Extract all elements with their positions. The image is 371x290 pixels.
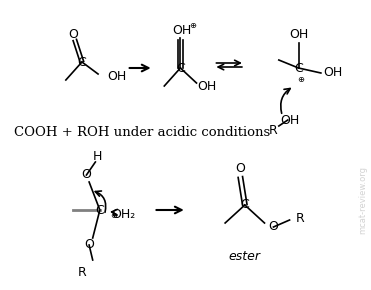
Text: O: O xyxy=(82,168,91,182)
Text: R: R xyxy=(78,266,86,278)
Text: O: O xyxy=(269,220,278,233)
Text: OH₂: OH₂ xyxy=(111,209,135,222)
Text: C: C xyxy=(95,204,104,217)
Text: H: H xyxy=(92,150,102,162)
Text: ester: ester xyxy=(229,251,261,264)
Text: mcat-review.org: mcat-review.org xyxy=(358,166,367,234)
Text: OH: OH xyxy=(107,70,126,82)
Text: OH: OH xyxy=(173,23,192,37)
Text: R: R xyxy=(296,211,305,224)
Text: R: R xyxy=(269,124,278,137)
Text: COOH + ROH under acidic conditions: COOH + ROH under acidic conditions xyxy=(14,126,270,139)
Text: C: C xyxy=(240,198,249,211)
Text: C: C xyxy=(176,61,185,75)
Text: O: O xyxy=(84,238,94,251)
Text: C: C xyxy=(78,55,86,68)
Text: ⊕: ⊕ xyxy=(190,21,196,30)
Text: OH: OH xyxy=(289,28,308,41)
Text: C: C xyxy=(294,61,303,75)
Text: OH: OH xyxy=(198,79,217,93)
Text: ⊕: ⊕ xyxy=(111,211,118,220)
Text: ⊕: ⊕ xyxy=(297,75,304,84)
Text: O: O xyxy=(68,28,78,41)
Text: O: O xyxy=(236,162,245,175)
Text: OH: OH xyxy=(323,66,342,79)
Text: OH: OH xyxy=(280,113,299,126)
